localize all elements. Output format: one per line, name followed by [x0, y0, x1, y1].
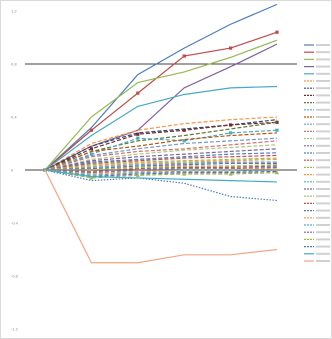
data-point	[136, 91, 140, 95]
legend-label-placeholder	[316, 231, 330, 234]
data-point	[229, 46, 233, 50]
series-line-9	[44, 121, 278, 171]
series-line-15	[44, 148, 278, 171]
legend-label-placeholder	[316, 116, 330, 118]
series-line-5	[44, 85, 278, 171]
legend-label-placeholder	[316, 123, 330, 126]
series-line-30	[44, 169, 278, 183]
series-line-17	[44, 154, 278, 171]
legend-label-placeholder	[316, 195, 330, 198]
legend-label-placeholder	[316, 224, 330, 226]
series-line-29	[44, 169, 278, 202]
data-point	[229, 131, 233, 135]
series-line-8	[44, 121, 278, 171]
series-layer	[43, 3, 279, 264]
data-point	[182, 139, 186, 143]
series-line-28	[44, 169, 278, 179]
data-point	[275, 170, 279, 175]
data-point	[135, 173, 140, 177]
series-line-25	[44, 168, 278, 175]
legend-label-placeholder	[316, 130, 330, 133]
data-point	[182, 128, 186, 132]
data-point	[136, 136, 140, 140]
data-point	[182, 54, 186, 58]
data-point	[89, 152, 93, 156]
legend-label-placeholder	[316, 80, 330, 82]
y-tick-label: -0.8	[11, 274, 19, 279]
series-line-3	[44, 39, 278, 171]
series-line-22	[45, 164, 278, 171]
legend-label-placeholder	[316, 44, 330, 46]
legend-label-placeholder	[316, 238, 330, 241]
series-line-23	[44, 165, 278, 172]
legend-label-placeholder	[316, 216, 330, 219]
legend-label-placeholder	[316, 202, 330, 205]
data-point	[89, 128, 93, 132]
series-line-11	[44, 132, 278, 171]
legend-label-placeholder	[316, 65, 330, 68]
legend-label-placeholder	[316, 87, 330, 90]
y-tick-label: 0.8	[11, 62, 17, 67]
legend-label-placeholder	[316, 144, 330, 147]
series-line-14	[44, 144, 278, 171]
data-point	[228, 171, 233, 176]
legend-label-placeholder	[316, 166, 330, 169]
legend-label-placeholder	[316, 58, 330, 61]
y-tick-label: -0.4	[11, 221, 19, 226]
data-point	[89, 175, 94, 180]
series-line-20	[44, 161, 277, 171]
series-line-13	[44, 140, 278, 171]
y-tick-label: -1.2	[11, 327, 19, 332]
series-line-16	[44, 152, 278, 171]
data-point	[182, 171, 187, 176]
legend-label-placeholder	[316, 188, 330, 190]
y-tick-label: 0.4	[11, 115, 17, 120]
series-line-24	[44, 166, 278, 174]
legend	[304, 44, 330, 262]
series-line-26	[44, 169, 278, 176]
legend-label-placeholder	[316, 159, 330, 162]
y-tick-label: 1.2	[11, 9, 17, 14]
series-line-10	[44, 129, 278, 171]
series-line-19	[44, 158, 278, 171]
legend-label-placeholder	[316, 72, 330, 75]
y-tick-label: 0	[11, 168, 14, 173]
legend-label-placeholder	[316, 245, 330, 248]
series-line-2	[44, 31, 278, 171]
legend-label-placeholder	[316, 180, 330, 183]
data-point	[275, 30, 279, 34]
series-line-21	[44, 162, 277, 171]
legend-label-placeholder	[316, 108, 330, 111]
series-line-31	[44, 169, 278, 264]
data-point	[89, 147, 93, 151]
series-line-18	[44, 157, 278, 171]
data-point	[229, 123, 233, 127]
legend-label-placeholder	[316, 94, 330, 97]
legend-label-placeholder	[316, 209, 330, 212]
legend-label-placeholder	[316, 173, 330, 176]
data-point	[275, 120, 279, 124]
legend-label-placeholder	[316, 252, 330, 255]
legend-label-placeholder	[316, 260, 330, 262]
series-line-6	[44, 116, 278, 171]
data-point	[136, 132, 140, 136]
data-point	[275, 128, 279, 132]
legend-label-placeholder	[316, 137, 330, 140]
legend-label-placeholder	[316, 51, 330, 54]
legend-label-placeholder	[316, 152, 330, 154]
legend-label-placeholder	[316, 101, 330, 104]
series-line-1	[44, 3, 278, 171]
